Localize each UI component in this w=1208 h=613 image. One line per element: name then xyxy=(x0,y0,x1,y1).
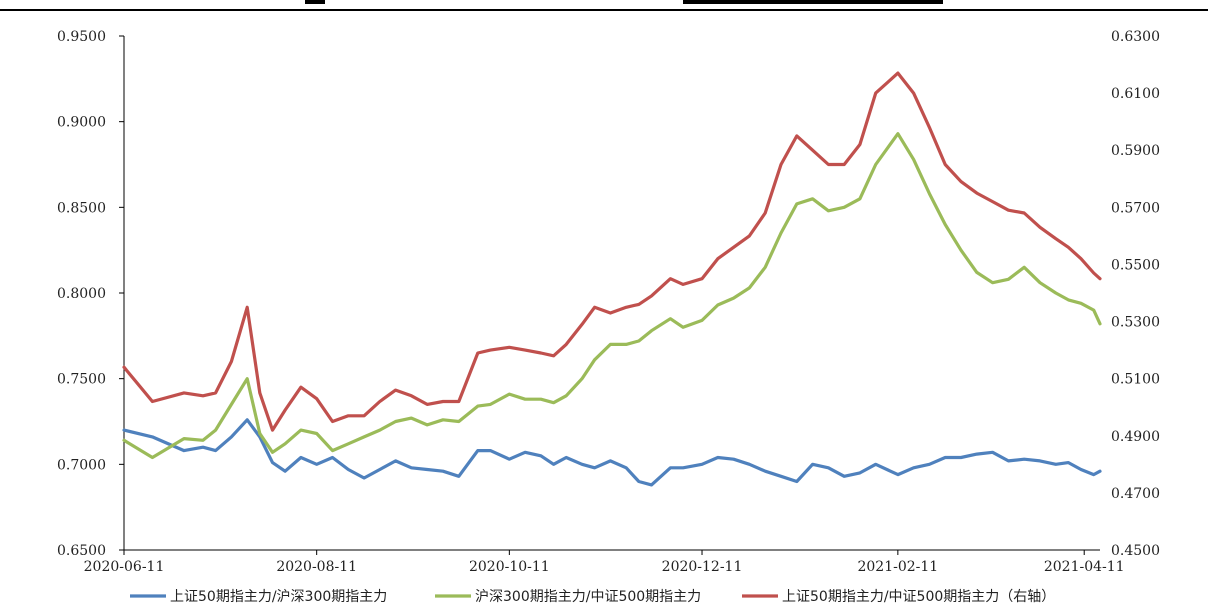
right-y-tick-label: 0.4700 xyxy=(1111,486,1160,502)
left-y-tick-label: 0.7500 xyxy=(57,372,106,388)
right-y-tick-label: 0.4900 xyxy=(1111,429,1160,445)
legend-label-1: 上证50期指主力/沪深300期指主力 xyxy=(170,589,387,605)
left-y-tick-label: 0.6500 xyxy=(57,543,106,559)
left-y-tick-label: 0.8500 xyxy=(57,200,106,216)
x-tick-label: 2020-10-11 xyxy=(469,559,550,575)
x-tick-label: 2020-08-11 xyxy=(276,559,357,575)
legend-label-3: 上证50期指主力/中证500期指主力（右轴） xyxy=(782,589,1055,605)
right-y-tick-label: 0.6300 xyxy=(1111,29,1160,45)
left-y-tick-label: 0.7000 xyxy=(57,457,106,473)
x-tick-label: 2020-06-11 xyxy=(84,559,165,575)
series-line-3 xyxy=(122,71,1102,432)
right-y-tick-label: 0.6100 xyxy=(1111,86,1160,102)
left-y-tick-label: 0.9000 xyxy=(57,115,106,131)
axes-layer: 0.6500 0.7000 0.7500 0.8000 0.8500 0.9000 0.95… xyxy=(57,29,1160,575)
cut-off-title xyxy=(0,0,1208,11)
right-y-tick-label: 0.5500 xyxy=(1111,257,1160,273)
right-y-tick-label: 0.5900 xyxy=(1111,143,1160,159)
right-y-tick-label: 0.5700 xyxy=(1111,200,1160,216)
series-line-1 xyxy=(122,418,1102,487)
left-y-tick-label: 0.8000 xyxy=(57,286,106,302)
right-y-tick-label: 0.5100 xyxy=(1111,372,1160,388)
x-tick-label: 2020-12-11 xyxy=(662,559,743,575)
legend-label-2: 沪深300期指主力/中证500期指主力 xyxy=(475,589,701,605)
legend: 上证50期指主力/沪深300期指主力 沪深300期指主力/中证500期指主力 上证5… xyxy=(130,589,1055,605)
series-layer xyxy=(122,71,1102,487)
left-y-tick-label: 0.9500 xyxy=(57,29,106,45)
x-tick-label: 2021-02-11 xyxy=(857,559,938,575)
series-line-2 xyxy=(122,132,1102,460)
right-y-tick-label: 0.4500 xyxy=(1111,543,1160,559)
right-y-tick-label: 0.5300 xyxy=(1111,315,1160,331)
x-tick-label: 2021-04-11 xyxy=(1044,559,1125,575)
